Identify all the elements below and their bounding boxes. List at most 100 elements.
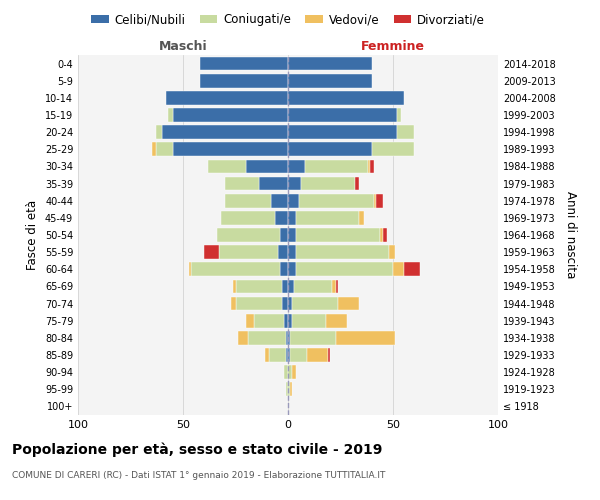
Bar [284,366,288,379]
Bar [295,280,332,293]
Bar [288,176,301,190]
Bar [404,262,420,276]
Bar [162,126,288,139]
Text: COMUNE DI CARERI (RC) - Dati ISTAT 1° gennaio 2019 - Elaborazione TUTTITALIA.IT: COMUNE DI CARERI (RC) - Dati ISTAT 1° ge… [12,471,385,480]
Bar [288,108,397,122]
Bar [286,348,288,362]
Bar [288,211,296,224]
Bar [370,160,374,173]
Bar [238,331,248,344]
Bar [393,262,404,276]
Bar [328,348,330,362]
Text: Femmine: Femmine [361,40,425,52]
Bar [191,262,280,276]
Bar [288,160,305,173]
Bar [282,280,288,293]
Bar [166,91,288,104]
Bar [372,142,414,156]
Bar [280,228,288,242]
Bar [292,366,296,379]
Bar [383,228,387,242]
Bar [374,194,376,207]
Y-axis label: Fasce di età: Fasce di età [26,200,39,270]
Bar [292,296,338,310]
Bar [301,176,355,190]
Bar [299,194,374,207]
Bar [221,211,275,224]
Bar [173,108,288,122]
Bar [355,176,359,190]
Bar [292,314,326,328]
Bar [200,56,288,70]
Bar [190,262,191,276]
Bar [307,348,328,362]
Bar [397,108,401,122]
Bar [288,262,296,276]
Bar [232,296,235,310]
Bar [288,194,299,207]
Text: Maschi: Maschi [158,40,208,52]
Bar [359,211,364,224]
Bar [305,160,368,173]
Bar [397,126,414,139]
Bar [288,126,397,139]
Bar [288,74,372,88]
Bar [288,296,292,310]
Bar [246,314,254,328]
Legend: Celibi/Nubili, Coniugati/e, Vedovi/e, Divorziati/e: Celibi/Nubili, Coniugati/e, Vedovi/e, Di… [86,8,490,31]
Bar [337,280,338,293]
Bar [288,331,290,344]
Bar [288,382,290,396]
Bar [389,246,395,259]
Bar [246,160,288,173]
Bar [290,348,307,362]
Bar [235,280,282,293]
Bar [376,194,383,207]
Bar [235,296,282,310]
Bar [173,142,288,156]
Bar [280,262,288,276]
Bar [290,382,292,396]
Bar [288,142,372,156]
Bar [286,382,288,396]
Bar [290,331,337,344]
Bar [284,314,288,328]
Bar [168,108,173,122]
Bar [282,296,288,310]
Bar [288,348,290,362]
Bar [288,280,295,293]
Bar [296,211,359,224]
Bar [265,348,269,362]
Bar [368,160,370,173]
Bar [233,280,235,293]
Bar [288,91,404,104]
Bar [288,246,296,259]
Bar [288,56,372,70]
Bar [296,246,389,259]
Bar [151,142,155,156]
Bar [155,126,162,139]
Bar [217,228,280,242]
Bar [254,314,284,328]
Bar [225,176,259,190]
Bar [208,160,246,173]
Bar [288,366,292,379]
Bar [248,331,286,344]
Bar [326,314,347,328]
Bar [286,331,288,344]
Bar [225,194,271,207]
Text: Popolazione per età, sesso e stato civile - 2019: Popolazione per età, sesso e stato civil… [12,442,382,457]
Bar [218,246,277,259]
Bar [380,228,383,242]
Bar [269,348,286,362]
Bar [259,176,288,190]
Bar [271,194,288,207]
Bar [332,280,337,293]
Bar [200,74,288,88]
Y-axis label: Anni di nascita: Anni di nascita [564,192,577,278]
Bar [288,228,296,242]
Bar [337,331,395,344]
Bar [296,228,380,242]
Bar [275,211,288,224]
Bar [338,296,359,310]
